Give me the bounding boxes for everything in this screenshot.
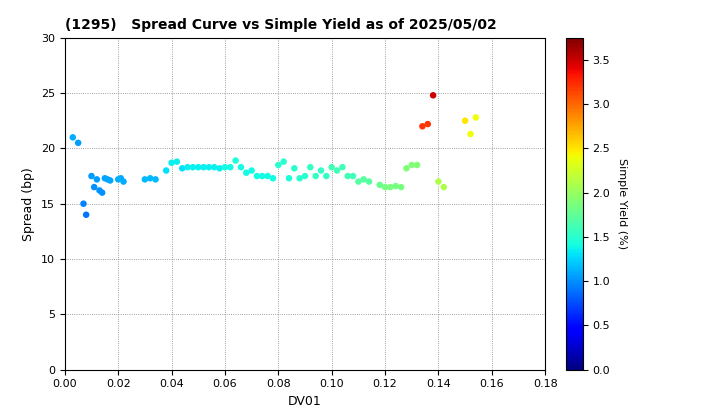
Point xyxy=(438,184,449,190)
Point xyxy=(73,139,84,146)
Point xyxy=(326,164,338,171)
Point xyxy=(251,173,263,179)
Point xyxy=(187,164,199,171)
Point xyxy=(310,173,321,179)
Point xyxy=(209,164,220,171)
Point xyxy=(428,92,439,99)
Point xyxy=(99,175,111,181)
Point xyxy=(294,175,305,181)
Point xyxy=(262,173,274,179)
Point xyxy=(331,167,343,174)
Point xyxy=(400,165,412,172)
Point xyxy=(91,176,102,183)
Point xyxy=(470,114,482,121)
Point xyxy=(273,162,284,168)
Y-axis label: Spread (bp): Spread (bp) xyxy=(22,167,35,241)
Point xyxy=(342,173,354,179)
Point xyxy=(459,117,471,124)
Point xyxy=(150,176,161,183)
Point xyxy=(347,173,359,179)
Point xyxy=(278,158,289,165)
Point xyxy=(171,158,183,165)
Point xyxy=(104,177,116,184)
Point xyxy=(219,164,230,171)
Point xyxy=(289,165,300,172)
Point xyxy=(379,184,391,190)
Y-axis label: Simple Yield (%): Simple Yield (%) xyxy=(617,158,627,249)
Point xyxy=(390,183,402,189)
Point xyxy=(198,164,210,171)
Point xyxy=(225,164,236,171)
Point xyxy=(94,187,105,194)
Point xyxy=(422,121,433,127)
Point xyxy=(161,167,172,174)
Point xyxy=(283,175,294,181)
Point xyxy=(464,131,476,137)
Point xyxy=(230,157,241,164)
Point xyxy=(102,176,113,183)
Point xyxy=(89,184,100,190)
Point xyxy=(86,173,97,179)
Point xyxy=(182,164,194,171)
Point xyxy=(353,178,364,185)
Point xyxy=(115,175,127,181)
Point xyxy=(358,176,369,183)
Point xyxy=(433,178,444,185)
Point xyxy=(320,173,332,179)
Point xyxy=(145,175,156,181)
Point xyxy=(267,175,279,181)
Point xyxy=(411,162,423,168)
Point xyxy=(118,178,130,185)
Point xyxy=(246,167,257,174)
Point xyxy=(139,176,150,183)
Point xyxy=(78,200,89,207)
Point xyxy=(256,173,268,179)
Point xyxy=(176,165,188,172)
Point xyxy=(417,123,428,130)
Point xyxy=(300,173,311,179)
Point xyxy=(81,211,92,218)
Point xyxy=(96,189,108,196)
Point xyxy=(214,165,225,172)
X-axis label: DV01: DV01 xyxy=(288,395,322,408)
Point xyxy=(384,184,396,190)
Point xyxy=(240,169,252,176)
Point xyxy=(192,164,204,171)
Point xyxy=(235,164,247,171)
Point xyxy=(337,164,348,171)
Text: (1295)   Spread Curve vs Simple Yield as of 2025/05/02: (1295) Spread Curve vs Simple Yield as o… xyxy=(65,18,497,32)
Point xyxy=(67,134,78,141)
Point xyxy=(364,178,375,185)
Point xyxy=(315,167,327,174)
Point xyxy=(374,181,385,188)
Point xyxy=(395,184,407,190)
Point xyxy=(305,164,316,171)
Point xyxy=(166,160,177,166)
Point xyxy=(406,162,418,168)
Point xyxy=(112,176,124,183)
Point xyxy=(203,164,215,171)
